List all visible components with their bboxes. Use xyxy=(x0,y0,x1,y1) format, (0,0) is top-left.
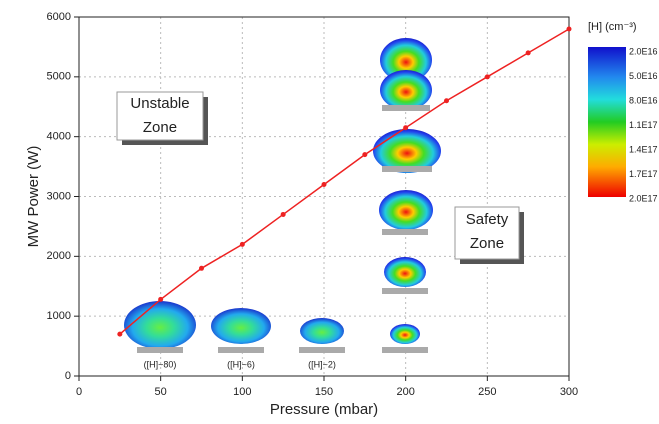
electrode xyxy=(382,347,428,353)
image-label: ([H]~80) xyxy=(144,359,177,369)
electrode xyxy=(382,288,428,294)
image-label: ([H]~6) xyxy=(227,359,255,369)
point xyxy=(567,26,572,31)
x-tick-label: 150 xyxy=(315,386,333,398)
plasma-image xyxy=(384,257,426,287)
point xyxy=(199,266,204,271)
electrode xyxy=(382,105,430,111)
electrode xyxy=(218,347,264,353)
electrode xyxy=(382,166,432,172)
plasma-image xyxy=(380,70,432,110)
colorbar-label: 2.0E16 xyxy=(629,46,658,56)
y-tick-label: 6000 xyxy=(47,11,71,23)
colorbar-label: 1.1E17 xyxy=(629,120,658,130)
zone-label: Safety xyxy=(466,211,509,228)
zone-label: Zone xyxy=(143,119,177,136)
point xyxy=(240,242,245,247)
point xyxy=(444,98,449,103)
y-tick-label: 0 xyxy=(65,370,71,382)
plasma-image xyxy=(124,301,196,349)
plasma-image xyxy=(390,324,420,344)
image-label: ([H]~2) xyxy=(308,359,336,369)
electrode xyxy=(299,347,345,353)
x-tick-label: 0 xyxy=(76,386,82,398)
point xyxy=(117,332,122,337)
x-tick-label: 100 xyxy=(233,386,251,398)
plasma-image xyxy=(300,318,344,344)
colorbar-label: 8.0E16 xyxy=(629,95,658,105)
point xyxy=(158,297,163,302)
y-tick-label: 1000 xyxy=(47,310,71,322)
colorbar-label: 5.0E16 xyxy=(629,71,658,81)
y-tick-label: 3000 xyxy=(47,190,71,202)
x-tick-label: 50 xyxy=(155,386,167,398)
electrode xyxy=(382,229,428,235)
point xyxy=(362,152,367,157)
x-tick-label: 300 xyxy=(560,386,578,398)
y-tick-label: 5000 xyxy=(47,71,71,83)
point xyxy=(322,182,327,187)
x-tick-label: 200 xyxy=(396,386,414,398)
point xyxy=(403,125,408,130)
chart: 0 1000 2000 3000 4000 5000 6000 0 50 100 150 200 250… xyxy=(0,0,659,424)
colorbar-title: [H] (cm⁻³) xyxy=(588,21,637,33)
plasma-image xyxy=(379,190,433,230)
y-axis-label: MW Power (W) xyxy=(25,146,42,248)
plasma-image xyxy=(211,308,271,344)
zone-label: Zone xyxy=(470,235,504,252)
plasma-images xyxy=(124,38,441,353)
point xyxy=(485,74,490,79)
point xyxy=(281,212,286,217)
colorbar xyxy=(588,47,626,197)
y-tick-label: 2000 xyxy=(47,250,71,262)
colorbar-label: 1.7E17 xyxy=(629,169,658,179)
point xyxy=(526,50,531,55)
colorbar-label: 1.4E17 xyxy=(629,144,658,154)
electrode xyxy=(137,347,183,353)
colorbar-label: 2.0E17 xyxy=(629,193,658,203)
x-axis-label: Pressure (mbar) xyxy=(270,401,378,418)
x-tick-label: 250 xyxy=(478,386,496,398)
y-tick-label: 4000 xyxy=(47,131,71,143)
line xyxy=(120,29,569,334)
zone-label: Unstable xyxy=(130,95,189,112)
annotations xyxy=(117,92,524,264)
